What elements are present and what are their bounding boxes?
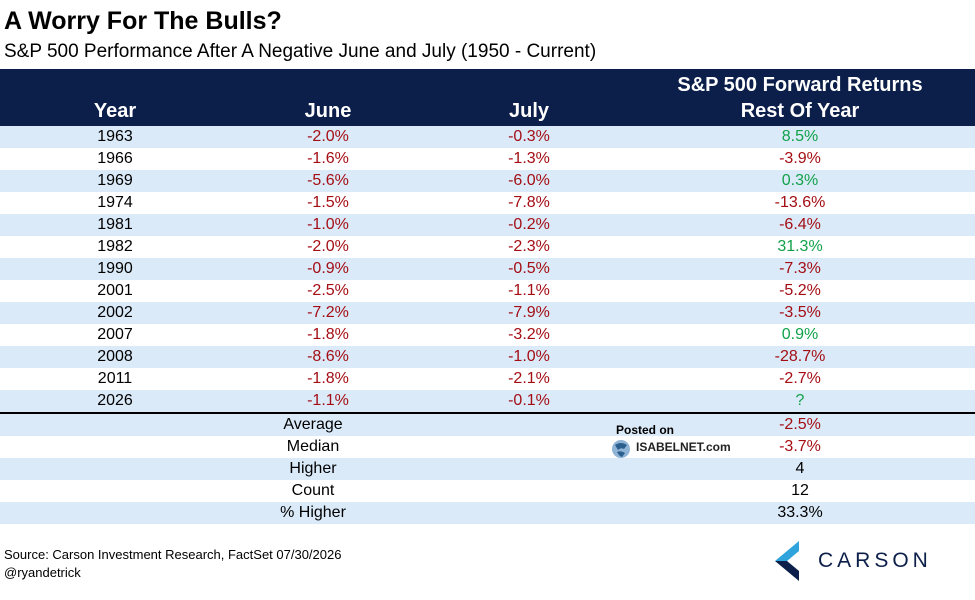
june-cell: -8.6% <box>307 348 349 365</box>
summary-row: % Higher 33.3% <box>0 502 975 524</box>
table-row: 1981 -1.0% -0.2% -6.4% <box>0 214 975 236</box>
year-cell: 2007 <box>97 326 133 343</box>
rest-of-year-cell: -28.7% <box>774 348 826 365</box>
july-cell: -0.1% <box>508 392 550 409</box>
table-row: 1969 -5.6% -6.0% 0.3% <box>0 170 975 192</box>
header-year: Year <box>93 100 137 122</box>
summary-label: Median <box>286 438 340 455</box>
table-row: 1974 -1.5% -7.8% -13.6% <box>0 192 975 214</box>
summary-value: 4 <box>795 460 805 477</box>
globe-icon <box>612 440 630 458</box>
june-cell: -0.9% <box>307 260 349 277</box>
year-cell: 1974 <box>97 194 133 211</box>
july-cell: -1.0% <box>508 348 550 365</box>
july-cell: -0.2% <box>508 216 550 233</box>
rest-of-year-cell: 0.9% <box>781 326 819 343</box>
rest-of-year-cell: -6.4% <box>779 216 821 233</box>
isabelnet-watermark: Posted on ISABELNET.com <box>611 421 771 461</box>
year-cell: 2008 <box>97 348 133 365</box>
year-cell: 2011 <box>97 370 133 387</box>
source-note: Source: Carson Investment Research, Fact… <box>4 547 342 562</box>
page-title: A Worry For The Bulls? <box>4 7 282 35</box>
year-cell: 2026 <box>97 392 133 409</box>
rest-of-year-cell: -13.6% <box>774 194 826 211</box>
july-cell: -7.8% <box>508 194 550 211</box>
june-cell: -1.8% <box>307 370 349 387</box>
carson-wordmark: CARSON <box>818 549 932 572</box>
year-cell: 1982 <box>97 238 133 255</box>
author-handle: @ryandetrick <box>4 565 81 580</box>
table-row: 2011 -1.8% -2.1% -2.7% <box>0 368 975 390</box>
table-row: 1982 -2.0% -2.3% 31.3% <box>0 236 975 258</box>
table-row: 2008 -8.6% -1.0% -28.7% <box>0 346 975 368</box>
summary-value: 33.3% <box>777 504 823 521</box>
page-subtitle: S&P 500 Performance After A Negative Jun… <box>4 41 597 62</box>
rest-of-year-cell: 31.3% <box>777 238 823 255</box>
table-row: 2026 -1.1% -0.1%? <box>0 390 975 412</box>
year-cell: 1969 <box>97 172 133 189</box>
rest-of-year-cell: -3.9% <box>779 150 821 167</box>
june-cell: -1.0% <box>307 216 349 233</box>
july-cell: -1.3% <box>508 150 550 167</box>
table-header: Year June July S&P 500 Forward Returns R… <box>0 69 975 126</box>
table-row: 2001 -2.5% -1.1% -5.2% <box>0 280 975 302</box>
header-rest-of-year: Rest Of Year <box>740 100 860 122</box>
table-row: 1990 -0.9% -0.5% -7.3% <box>0 258 975 280</box>
june-cell: -1.6% <box>307 150 349 167</box>
summary-value: 12 <box>791 482 809 499</box>
rest-of-year-cell: ? <box>795 392 805 409</box>
table-row: 2002 -7.2% -7.9% -3.5% <box>0 302 975 324</box>
table-row: 2007 -1.8% -3.2% 0.9% <box>0 324 975 346</box>
year-cell: 2001 <box>97 282 133 299</box>
isabelnet-site: ISABELNET.com <box>636 440 731 454</box>
table-row: 1963 -2.0% -0.3% 8.5% <box>0 126 975 148</box>
carson-mark-icon <box>775 541 799 581</box>
summary-divider <box>0 412 975 414</box>
rest-of-year-cell: 8.5% <box>781 128 819 145</box>
june-cell: -7.2% <box>307 304 349 321</box>
year-cell: 1990 <box>97 260 133 277</box>
year-cell: 1963 <box>97 128 133 145</box>
header-july: July <box>508 100 550 122</box>
year-cell: 1981 <box>97 216 133 233</box>
rest-of-year-cell: -7.3% <box>779 260 821 277</box>
header-forward-returns: S&P 500 Forward Returns <box>677 74 923 96</box>
june-cell: -2.0% <box>307 238 349 255</box>
summary-label: Count <box>291 482 335 499</box>
posted-on-label: Posted on <box>616 423 675 437</box>
summary-row: Higher 4 <box>0 458 975 480</box>
rest-of-year-cell: 0.3% <box>781 172 819 189</box>
summary-row: Median -3.7% <box>0 436 975 458</box>
july-cell: -0.3% <box>508 128 550 145</box>
june-cell: -2.5% <box>307 282 349 299</box>
july-cell: -0.5% <box>508 260 550 277</box>
rest-of-year-cell: -2.7% <box>779 370 821 387</box>
june-cell: -1.5% <box>307 194 349 211</box>
june-cell: -1.8% <box>307 326 349 343</box>
summary-label: Average <box>283 416 343 433</box>
july-cell: -2.1% <box>508 370 550 387</box>
june-cell: -2.0% <box>307 128 349 145</box>
june-cell: -1.1% <box>307 392 349 409</box>
summary-value: -2.5% <box>779 416 821 433</box>
summary-row: Count 12 <box>0 480 975 502</box>
year-cell: 2002 <box>97 304 133 321</box>
june-cell: -5.6% <box>307 172 349 189</box>
july-cell: -3.2% <box>508 326 550 343</box>
july-cell: -2.3% <box>508 238 550 255</box>
summary-label: % Higher <box>280 504 346 521</box>
summary-row: Average -2.5% <box>0 414 975 436</box>
carson-logo: CARSON <box>775 541 945 581</box>
rest-of-year-cell: -5.2% <box>779 282 821 299</box>
july-cell: -6.0% <box>508 172 550 189</box>
july-cell: -1.1% <box>508 282 550 299</box>
summary-label: Higher <box>289 460 337 477</box>
summary-value: -3.7% <box>779 438 821 455</box>
rest-of-year-cell: -3.5% <box>779 304 821 321</box>
july-cell: -7.9% <box>508 304 550 321</box>
header-june: June <box>304 100 352 122</box>
year-cell: 1966 <box>97 150 133 167</box>
table-row: 1966 -1.6% -1.3% -3.9% <box>0 148 975 170</box>
